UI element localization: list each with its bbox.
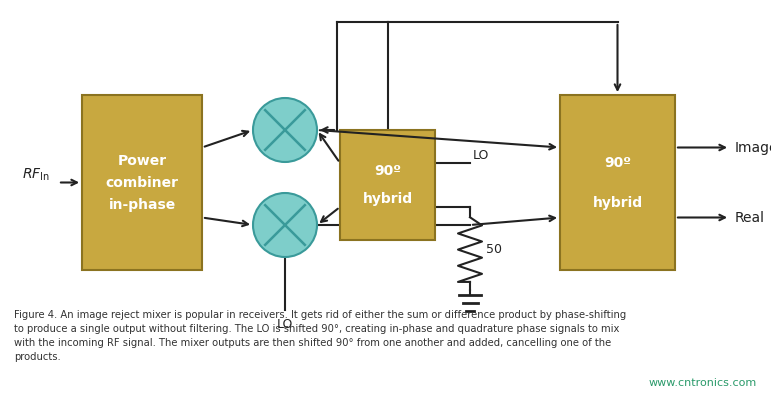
Text: Real: Real [735, 210, 765, 225]
Text: hybrid: hybrid [592, 195, 642, 210]
FancyBboxPatch shape [82, 95, 202, 270]
Text: LO: LO [473, 149, 490, 162]
Text: hybrid: hybrid [362, 192, 412, 206]
Text: www.cntronics.com: www.cntronics.com [648, 378, 757, 388]
Text: RF$_{\rm In}$: RF$_{\rm In}$ [22, 167, 50, 183]
Text: in-phase: in-phase [109, 197, 176, 212]
Circle shape [253, 193, 317, 257]
Text: 90º: 90º [374, 164, 401, 178]
FancyBboxPatch shape [340, 130, 435, 240]
Text: Power: Power [117, 154, 167, 167]
Text: combiner: combiner [106, 175, 179, 190]
Text: Figure 4. An image reject mixer is popular in receivers. It gets rid of either t: Figure 4. An image reject mixer is popul… [14, 310, 626, 362]
Text: Image: Image [735, 141, 771, 154]
FancyBboxPatch shape [560, 95, 675, 270]
Text: LO: LO [277, 318, 293, 331]
Circle shape [253, 98, 317, 162]
Text: 50: 50 [486, 243, 502, 256]
Text: 90º: 90º [604, 156, 631, 169]
